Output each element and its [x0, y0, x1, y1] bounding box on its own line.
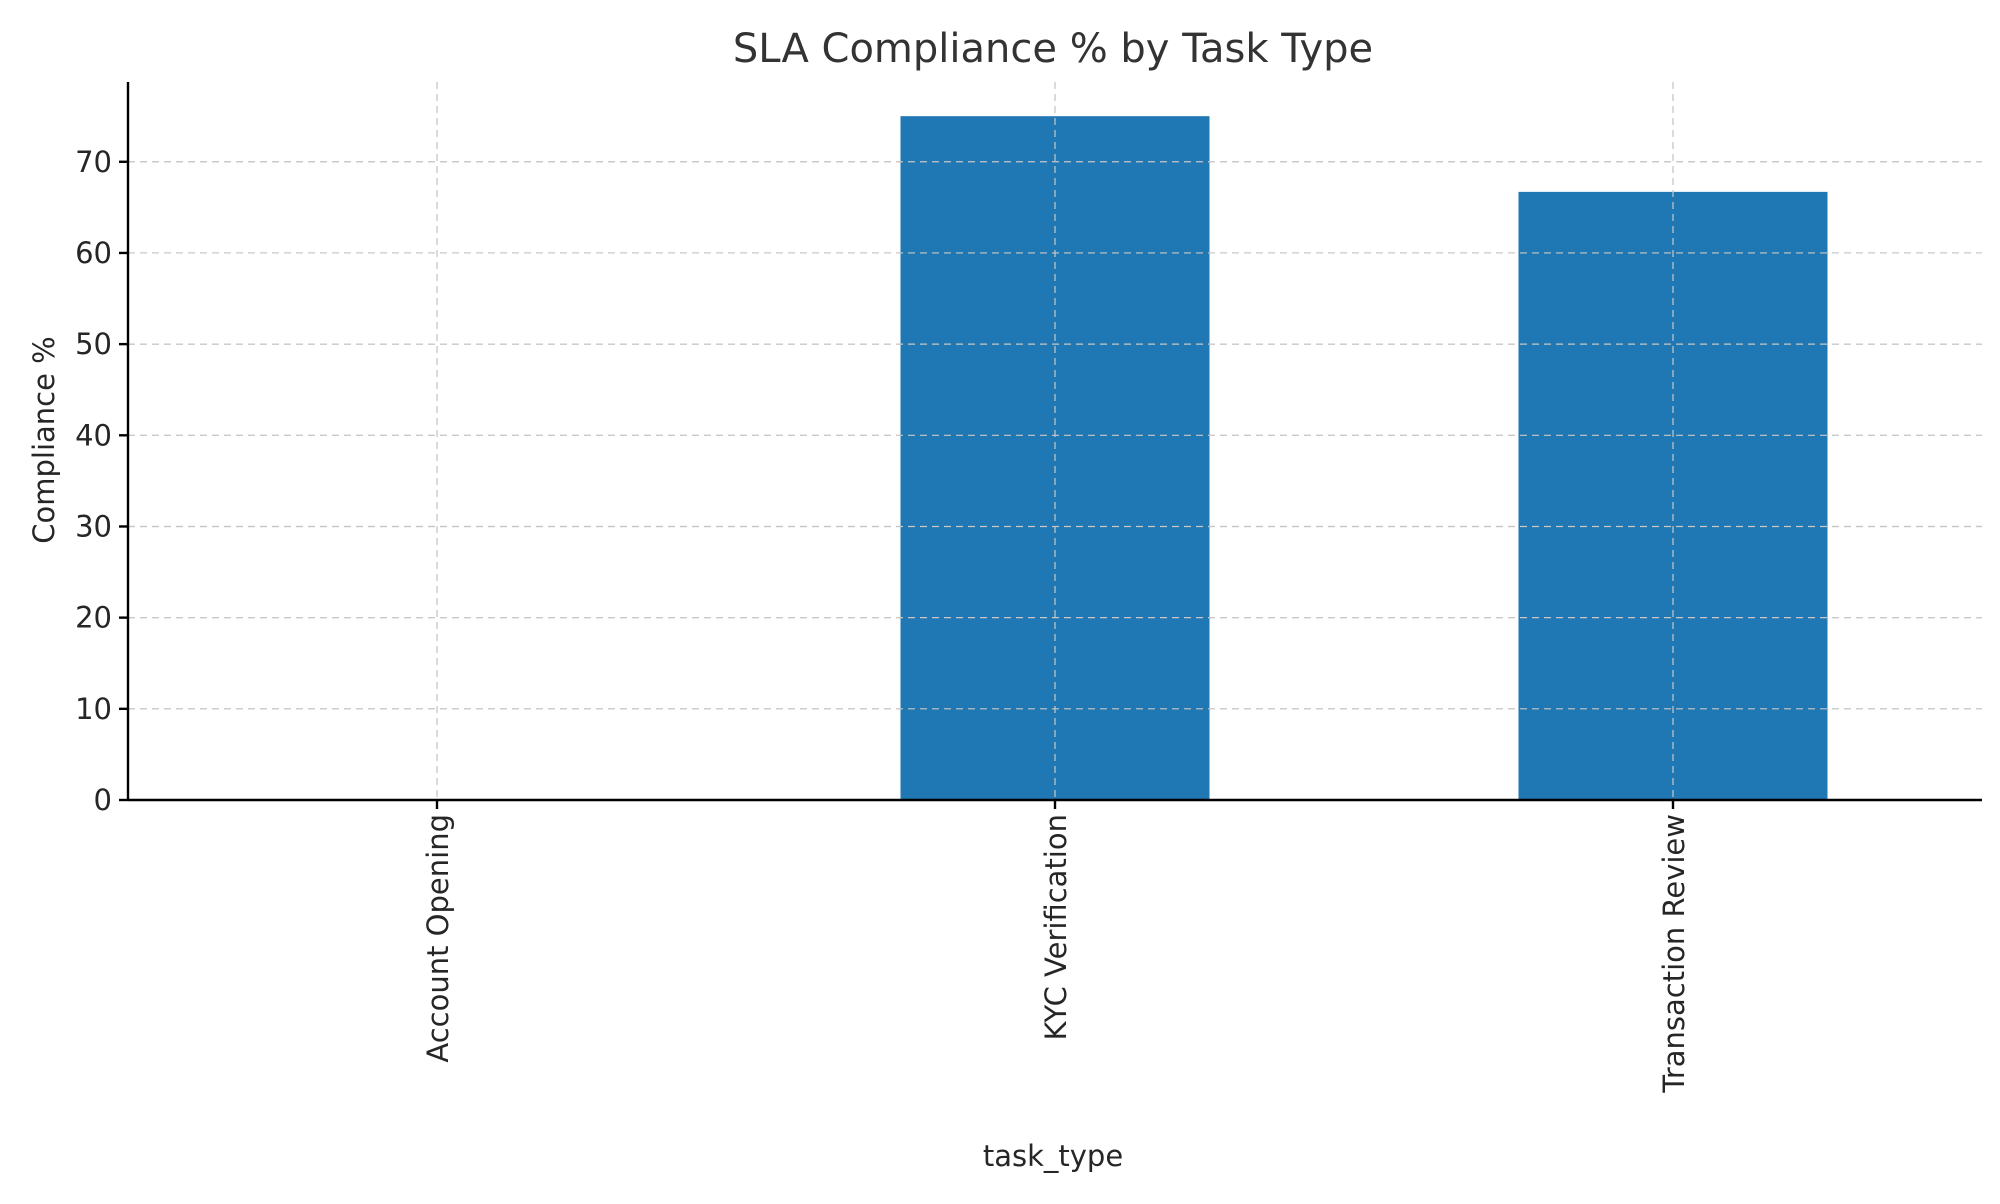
x-axis-label: task_type — [983, 1139, 1123, 1173]
x-tick-label: Account Opening — [421, 814, 455, 1063]
y-tick-label: 40 — [75, 418, 112, 452]
ticks: 0 10 20 30 40 50 60 70 Account Opening KYC Verifi… — [75, 145, 1691, 1094]
y-tick-label: 60 — [75, 236, 112, 270]
y-axis-label: Compliance % — [27, 336, 61, 543]
y-tick-label: 30 — [75, 509, 112, 543]
y-tick-label: 0 — [94, 783, 112, 817]
y-tick-label: 10 — [75, 692, 112, 726]
y-tick-label: 70 — [75, 145, 112, 179]
x-tick-label: KYC Verification — [1039, 814, 1073, 1041]
x-tick-label: Transaction Review — [1657, 814, 1691, 1094]
chart-title: SLA Compliance % by Task Type — [733, 26, 1373, 72]
y-tick-label: 20 — [75, 601, 112, 635]
y-tick-label: 50 — [75, 327, 112, 361]
bars — [128, 82, 1982, 800]
